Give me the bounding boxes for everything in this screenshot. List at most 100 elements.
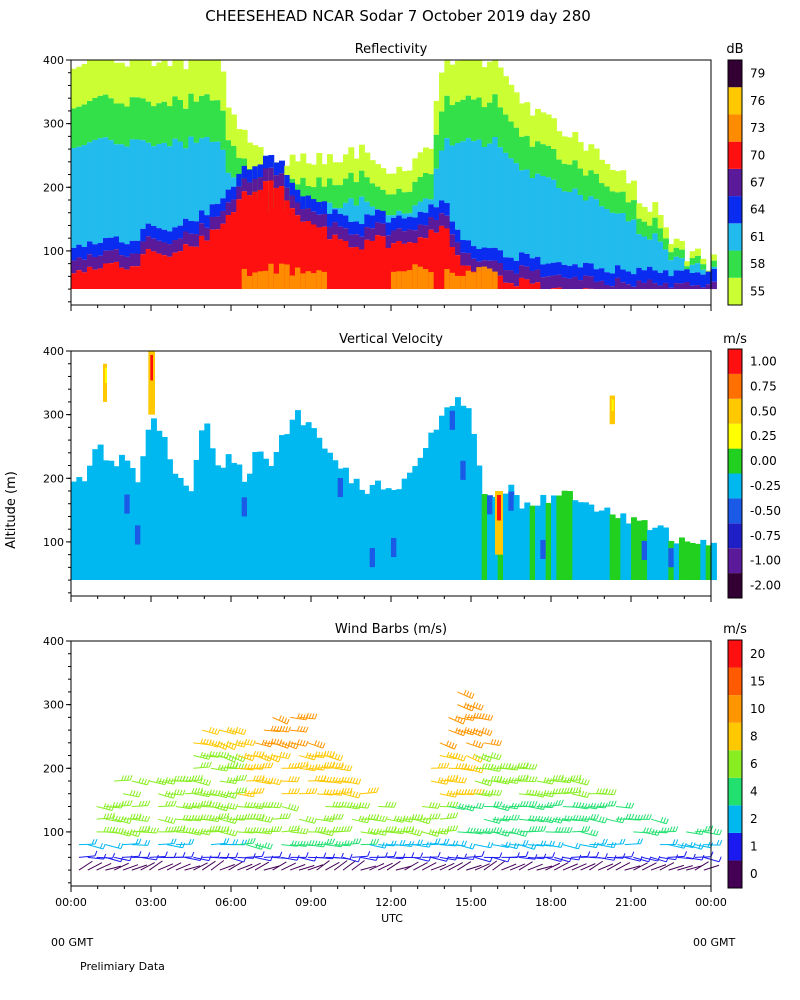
wind-barb-feather — [379, 815, 382, 821]
wind-barb-feather — [261, 815, 265, 821]
velocity-cell — [529, 505, 536, 581]
wind-barb-feather — [226, 753, 229, 759]
reflectivity-cell — [369, 206, 376, 216]
reflectivity-cell — [161, 242, 168, 256]
wind-barb — [87, 862, 103, 871]
reflectivity-cell — [583, 275, 589, 289]
reflectivity-cell — [263, 270, 269, 290]
reflectivity-cell — [113, 144, 120, 237]
reflectivity-cell — [449, 105, 456, 146]
wind-barb-feather — [352, 791, 356, 797]
wind-barb-feather — [610, 789, 614, 795]
reflectivity-cell — [439, 111, 445, 151]
velocity-cell — [359, 489, 365, 581]
wind-barb — [281, 856, 298, 861]
wind-barb-feather — [472, 765, 476, 771]
x-tick-label: 00:00 — [695, 896, 727, 909]
reflectivity-cell — [172, 138, 179, 228]
reflectivity-cell — [140, 228, 147, 242]
wind-barb-feather — [232, 839, 236, 845]
reflectivity-cell — [695, 263, 701, 273]
reflectivity-cell — [535, 141, 541, 174]
wind-barb — [237, 856, 254, 859]
wind-barb-feather — [460, 754, 464, 761]
reflectivity-cell — [289, 208, 296, 290]
wind-barb-feather — [255, 813, 259, 820]
wind-barb-feather — [258, 827, 262, 833]
reflectivity-cell — [455, 275, 461, 290]
wind-barb — [316, 856, 333, 860]
wind-barb-feather — [112, 815, 116, 821]
wind-barb-feather — [472, 827, 476, 834]
wind-barb-feather — [270, 801, 274, 808]
wind-barb-feather — [129, 789, 133, 796]
reflectivity-cell — [663, 270, 669, 283]
reflectivity-cell — [423, 212, 429, 226]
reflectivity-cell — [577, 142, 584, 169]
reflectivity-cell — [327, 226, 333, 240]
wind-barb-feather — [302, 714, 306, 720]
reflectivity-cell — [364, 214, 371, 228]
wind-barb-feather — [264, 777, 268, 784]
reflectivity-cell — [364, 227, 371, 240]
wind-barb-feather — [449, 801, 453, 807]
velocity-cell — [599, 510, 605, 581]
wind-barb-feather — [475, 788, 479, 795]
wind-barb-feather — [297, 827, 300, 833]
reflectivity-cell — [449, 221, 456, 235]
y-tick-label: 400 — [43, 635, 64, 648]
colorbar-level-label: -0.50 — [750, 504, 781, 518]
wind-barb — [210, 742, 226, 751]
velocity-cell — [263, 458, 269, 581]
velocity-cell — [396, 489, 403, 581]
reflectivity-cell — [588, 170, 595, 197]
wind-barb-feather — [147, 800, 151, 806]
wind-barb-feather — [273, 826, 277, 832]
velocity-cell — [417, 457, 424, 581]
reflectivity-cell — [433, 100, 440, 135]
reflectivity-cell — [332, 185, 339, 208]
wind-barb-feather — [448, 741, 452, 748]
wind-barb-feather — [244, 787, 248, 793]
wind-barb-feather — [429, 802, 432, 808]
wind-barb-feather — [499, 766, 502, 772]
wind-barb-feather — [296, 739, 300, 745]
velocity-cell — [231, 462, 237, 581]
wind-barb-feather — [692, 853, 696, 860]
wind-barb-feather — [299, 739, 303, 746]
colorbar-swatch — [728, 473, 742, 499]
wind-barb-feather — [291, 788, 295, 794]
velocity-cell — [279, 435, 285, 581]
wind-barb-feather — [566, 777, 570, 783]
reflectivity-cell — [631, 274, 637, 287]
wind-barbs-x-axis: 00:00 03:00 06:00 09:00 12:00 15:00 18:00 21:00… — [55, 886, 727, 909]
wind-barb-feather — [475, 754, 478, 761]
reflectivity-cell — [252, 178, 259, 192]
wind-barb-feather — [569, 787, 573, 794]
reflectivity-cell — [167, 244, 173, 257]
reflectivity-cell — [561, 163, 568, 192]
reflectivity-cell — [604, 209, 611, 273]
wind-barb-feather — [223, 838, 227, 844]
reflectivity-cell — [625, 284, 632, 290]
velocity-cell — [129, 468, 136, 581]
reflectivity-cell — [268, 155, 275, 168]
velocity-cell — [428, 432, 435, 581]
reflectivity-cell — [513, 286, 520, 290]
wind-barb-feather — [628, 813, 632, 820]
wind-barb-feather — [267, 762, 271, 768]
wind-barb-feather — [431, 813, 435, 819]
colorbar-swatch — [728, 423, 742, 449]
wind-barb-feather — [299, 726, 303, 732]
wind-barb-feather — [455, 812, 459, 818]
reflectivity-cell — [359, 196, 365, 225]
wind-barb — [474, 755, 490, 763]
wind-barb-feather — [314, 713, 318, 720]
wind-barb-feather — [226, 726, 230, 733]
wind-barb-feather — [170, 838, 174, 845]
reflectivity-cell — [455, 229, 461, 243]
reflectivity-cell — [396, 215, 403, 229]
wind-barb-feather — [305, 712, 309, 719]
wind-barb-feather — [393, 826, 397, 832]
